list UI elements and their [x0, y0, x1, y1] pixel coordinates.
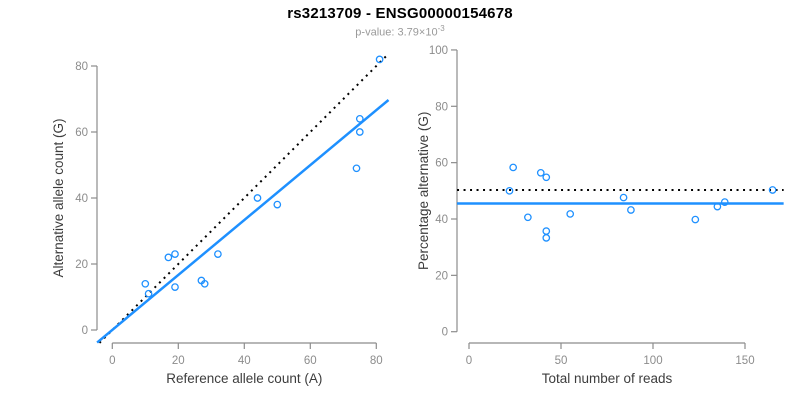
data-point [627, 206, 635, 214]
x-axis-label: Total number of reads [542, 371, 673, 386]
data-point [619, 193, 628, 202]
y-axis-label: Alternative allele count (G) [51, 118, 66, 277]
data-point [691, 215, 700, 224]
data-point [768, 186, 777, 194]
data-point [720, 198, 729, 206]
x-tick-label: 150 [735, 355, 754, 367]
data-point [566, 210, 575, 218]
y-tick-label: 40 [435, 214, 448, 226]
x-axis-label: Reference allele count (A) [166, 371, 322, 386]
data-point [171, 283, 179, 291]
x-tick-label: 0 [109, 355, 115, 367]
data-point [144, 289, 153, 298]
data-point [542, 234, 551, 242]
data-point [355, 114, 364, 123]
data-point [542, 173, 551, 182]
y-tick-label: 60 [75, 127, 88, 139]
data-point [253, 194, 262, 202]
y-tick-label: 0 [442, 327, 448, 339]
data-point [524, 213, 532, 222]
data-point [352, 164, 361, 173]
pvalue-text: p-value: 3.79×10 [355, 26, 438, 39]
data-point [509, 163, 518, 172]
identity-line [98, 53, 390, 344]
y-tick-label: 100 [429, 45, 448, 57]
data-point [536, 168, 545, 177]
x-tick-label: 50 [555, 355, 568, 367]
data-point [355, 128, 364, 136]
data-point [505, 186, 514, 195]
x-tick-label: 60 [304, 355, 317, 367]
y-tick-label: 0 [82, 325, 88, 337]
y-tick-label: 20 [435, 270, 448, 282]
y-axis-label: Percentage alternative (G) [416, 112, 431, 270]
percentage-alternative-scatter: 0 20 40 60 80 100 0 50 100 150 Total number of rea… [416, 45, 784, 386]
pvalue-exponent: -3 [437, 24, 445, 33]
data-point [542, 227, 551, 235]
y-tick-label: 20 [75, 259, 88, 271]
data-point [200, 279, 209, 288]
x-tick-label: 0 [466, 355, 472, 367]
data-point [375, 55, 384, 64]
regression-line [96, 99, 390, 344]
x-tick-label: 20 [172, 355, 185, 367]
x-tick-label: 100 [643, 355, 662, 367]
data-point [713, 202, 722, 211]
x-tick-label: 40 [238, 355, 251, 367]
data-point [164, 253, 173, 262]
pvalue-subtitle: p-value: 3.79×10-3 [0, 24, 800, 39]
data-point [141, 279, 150, 288]
data-point [214, 250, 222, 258]
y-tick-label: 40 [75, 193, 88, 205]
y-tick-label: 80 [75, 61, 88, 73]
y-tick-label: 80 [435, 101, 448, 113]
y-tick-label: 60 [435, 158, 448, 170]
data-point [273, 200, 282, 209]
x-tick-label: 80 [370, 355, 383, 367]
page-title: rs3213709 - ENSG00000154678 [287, 5, 513, 22]
allele-count-scatter: 0 20 40 60 80 0 20 40 60 80 Reference allele count… [51, 53, 390, 386]
data-point [171, 250, 179, 258]
